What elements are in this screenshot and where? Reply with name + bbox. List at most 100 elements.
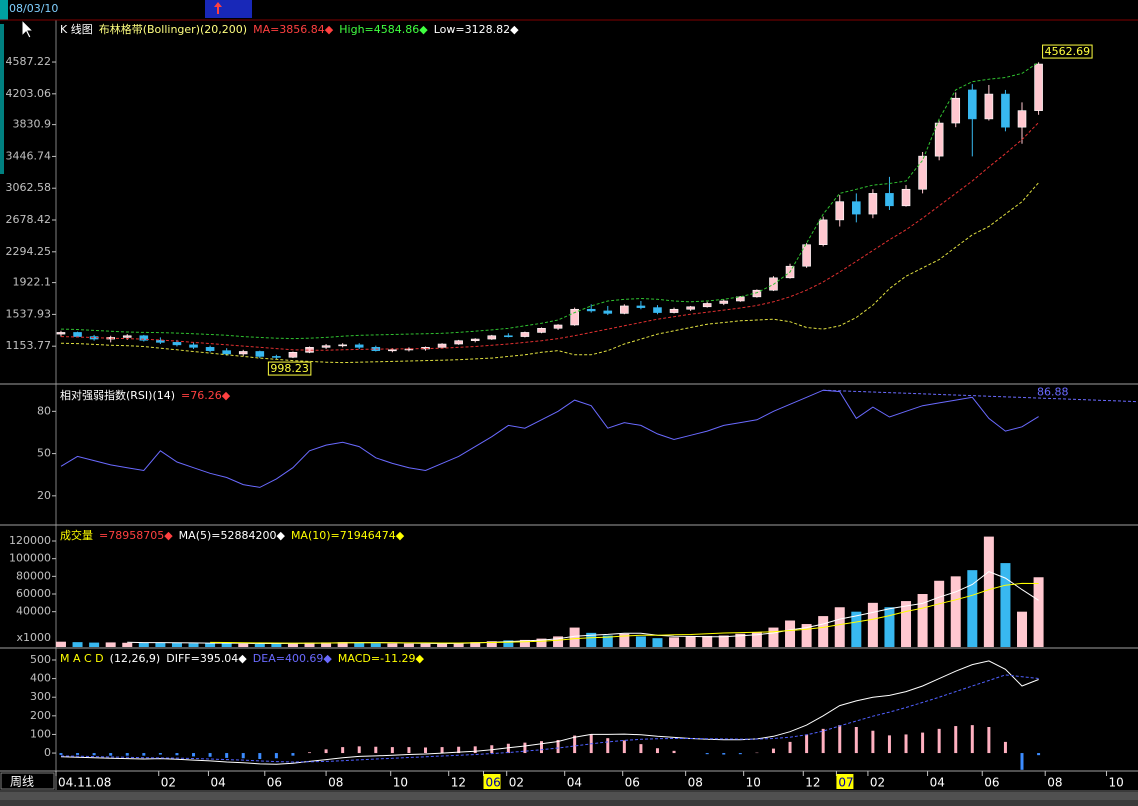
- candle-body: [272, 356, 281, 358]
- volume-bar: [536, 638, 547, 647]
- candle-body: [222, 350, 231, 355]
- volume-bar: [437, 643, 448, 647]
- candle-body: [835, 201, 845, 221]
- volume-bar: [89, 642, 100, 647]
- volume-bar: [867, 602, 878, 647]
- top-date: 08/03/10: [9, 2, 58, 15]
- volume-bar: [619, 633, 630, 647]
- candle-body: [172, 342, 182, 346]
- candle-body: [388, 349, 397, 352]
- toolbar-button[interactable]: [205, 0, 252, 18]
- y-tick-label: 1922.1: [13, 276, 52, 289]
- series-line: [60, 389, 1039, 488]
- panel-header: MA(5)=52884200◆: [179, 529, 286, 542]
- y-tick-label: 20: [37, 489, 51, 502]
- unit-label: x1000: [16, 631, 51, 644]
- candle-body: [1034, 63, 1043, 111]
- volume-bar: [785, 620, 796, 647]
- volume-bar: [370, 643, 381, 647]
- y-tick-label: 2678.42: [6, 213, 52, 226]
- volume-bar: [553, 636, 564, 647]
- x-tick-label: 04: [567, 776, 582, 790]
- candle-body: [951, 97, 961, 124]
- volume-bar: [420, 643, 431, 647]
- volume-bar: [271, 643, 282, 647]
- candle-body: [470, 338, 480, 342]
- candle-body: [620, 305, 629, 314]
- volume-bar: [72, 642, 83, 647]
- y-tick-label: 4587.22: [6, 55, 52, 68]
- x-tick-label: 10: [393, 776, 408, 790]
- candle-body: [570, 308, 579, 326]
- period-box[interactable]: [0, 772, 55, 790]
- volume-bar: [950, 576, 961, 647]
- volume-bar: [602, 635, 613, 647]
- x-tick-label: 10: [1109, 776, 1124, 790]
- volume-bar: [586, 632, 597, 647]
- panel-header: MA=3856.84◆: [253, 23, 334, 36]
- candle-body: [719, 300, 729, 304]
- candle-body: [504, 335, 513, 338]
- candle-body: [686, 306, 695, 310]
- volume-bar: [503, 640, 514, 647]
- volume-bar: [768, 627, 779, 647]
- scrollbar[interactable]: [0, 792, 1138, 800]
- series-line: [210, 582, 1039, 644]
- y-tick-label: 100: [30, 727, 51, 740]
- y-tick-label: 1537.93: [6, 307, 52, 320]
- x-tick-highlight: [836, 774, 854, 789]
- y-tick-label: 2294.25: [6, 245, 52, 258]
- panel-header: 成交量: [60, 528, 93, 542]
- candle-body: [1017, 110, 1027, 128]
- volume-bar: [486, 641, 497, 647]
- x-tick-label: 02: [509, 776, 524, 790]
- panel-header: 相对强弱指数(RSI)(14): [60, 388, 175, 402]
- candle-body: [852, 201, 861, 215]
- volume-bar: [188, 643, 199, 647]
- volume-bar: [138, 643, 149, 647]
- x-tick-label: 07: [838, 776, 853, 790]
- y-tick-label: 50: [37, 447, 51, 460]
- y-tick-label: 1153.77: [6, 339, 52, 352]
- candle-body: [1001, 93, 1010, 128]
- x-tick-label: 12: [805, 776, 820, 790]
- x-tick-highlight: [483, 774, 501, 789]
- candle-body: [586, 308, 596, 312]
- series-line: [60, 660, 1039, 765]
- volume-bar: [834, 607, 845, 647]
- volume-bar: [818, 616, 829, 647]
- x-tick-label: 08: [1047, 776, 1062, 790]
- y-tick-label: 4203.06: [6, 87, 52, 100]
- y-tick-label: 100000: [9, 552, 51, 565]
- candle-body: [520, 332, 530, 337]
- candle-body: [205, 347, 215, 351]
- panel-header: K 线图: [60, 22, 93, 36]
- panel-header: DIFF=395.04◆: [166, 652, 247, 665]
- x-tick-label: 08: [688, 776, 703, 790]
- trend-label: 86.88: [1037, 386, 1069, 399]
- candle-body: [934, 122, 944, 157]
- candle-body: [537, 327, 546, 333]
- volume-bar: [171, 642, 182, 647]
- series-line: [60, 674, 1039, 763]
- panel-header: Low=3128.82◆: [434, 23, 519, 36]
- series-line: [60, 182, 1039, 364]
- volume-bar: [801, 624, 812, 647]
- panel-header: =78958705◆: [99, 529, 173, 542]
- y-tick-label: 0: [44, 746, 51, 759]
- x-tick-label: 08: [328, 776, 343, 790]
- candle-body: [404, 348, 414, 351]
- x-tick-label: 04: [930, 776, 945, 790]
- candle-body: [354, 344, 364, 348]
- candle-body: [984, 93, 994, 120]
- panel-header: 布林格带(Bollinger)(20,200): [99, 22, 247, 36]
- x-tick-label: 02: [161, 776, 176, 790]
- candle-body: [122, 335, 132, 338]
- candle-body: [918, 155, 927, 190]
- volume-bar: [851, 611, 862, 647]
- volume-bar: [403, 643, 414, 647]
- x-tick-label: 12: [451, 776, 466, 790]
